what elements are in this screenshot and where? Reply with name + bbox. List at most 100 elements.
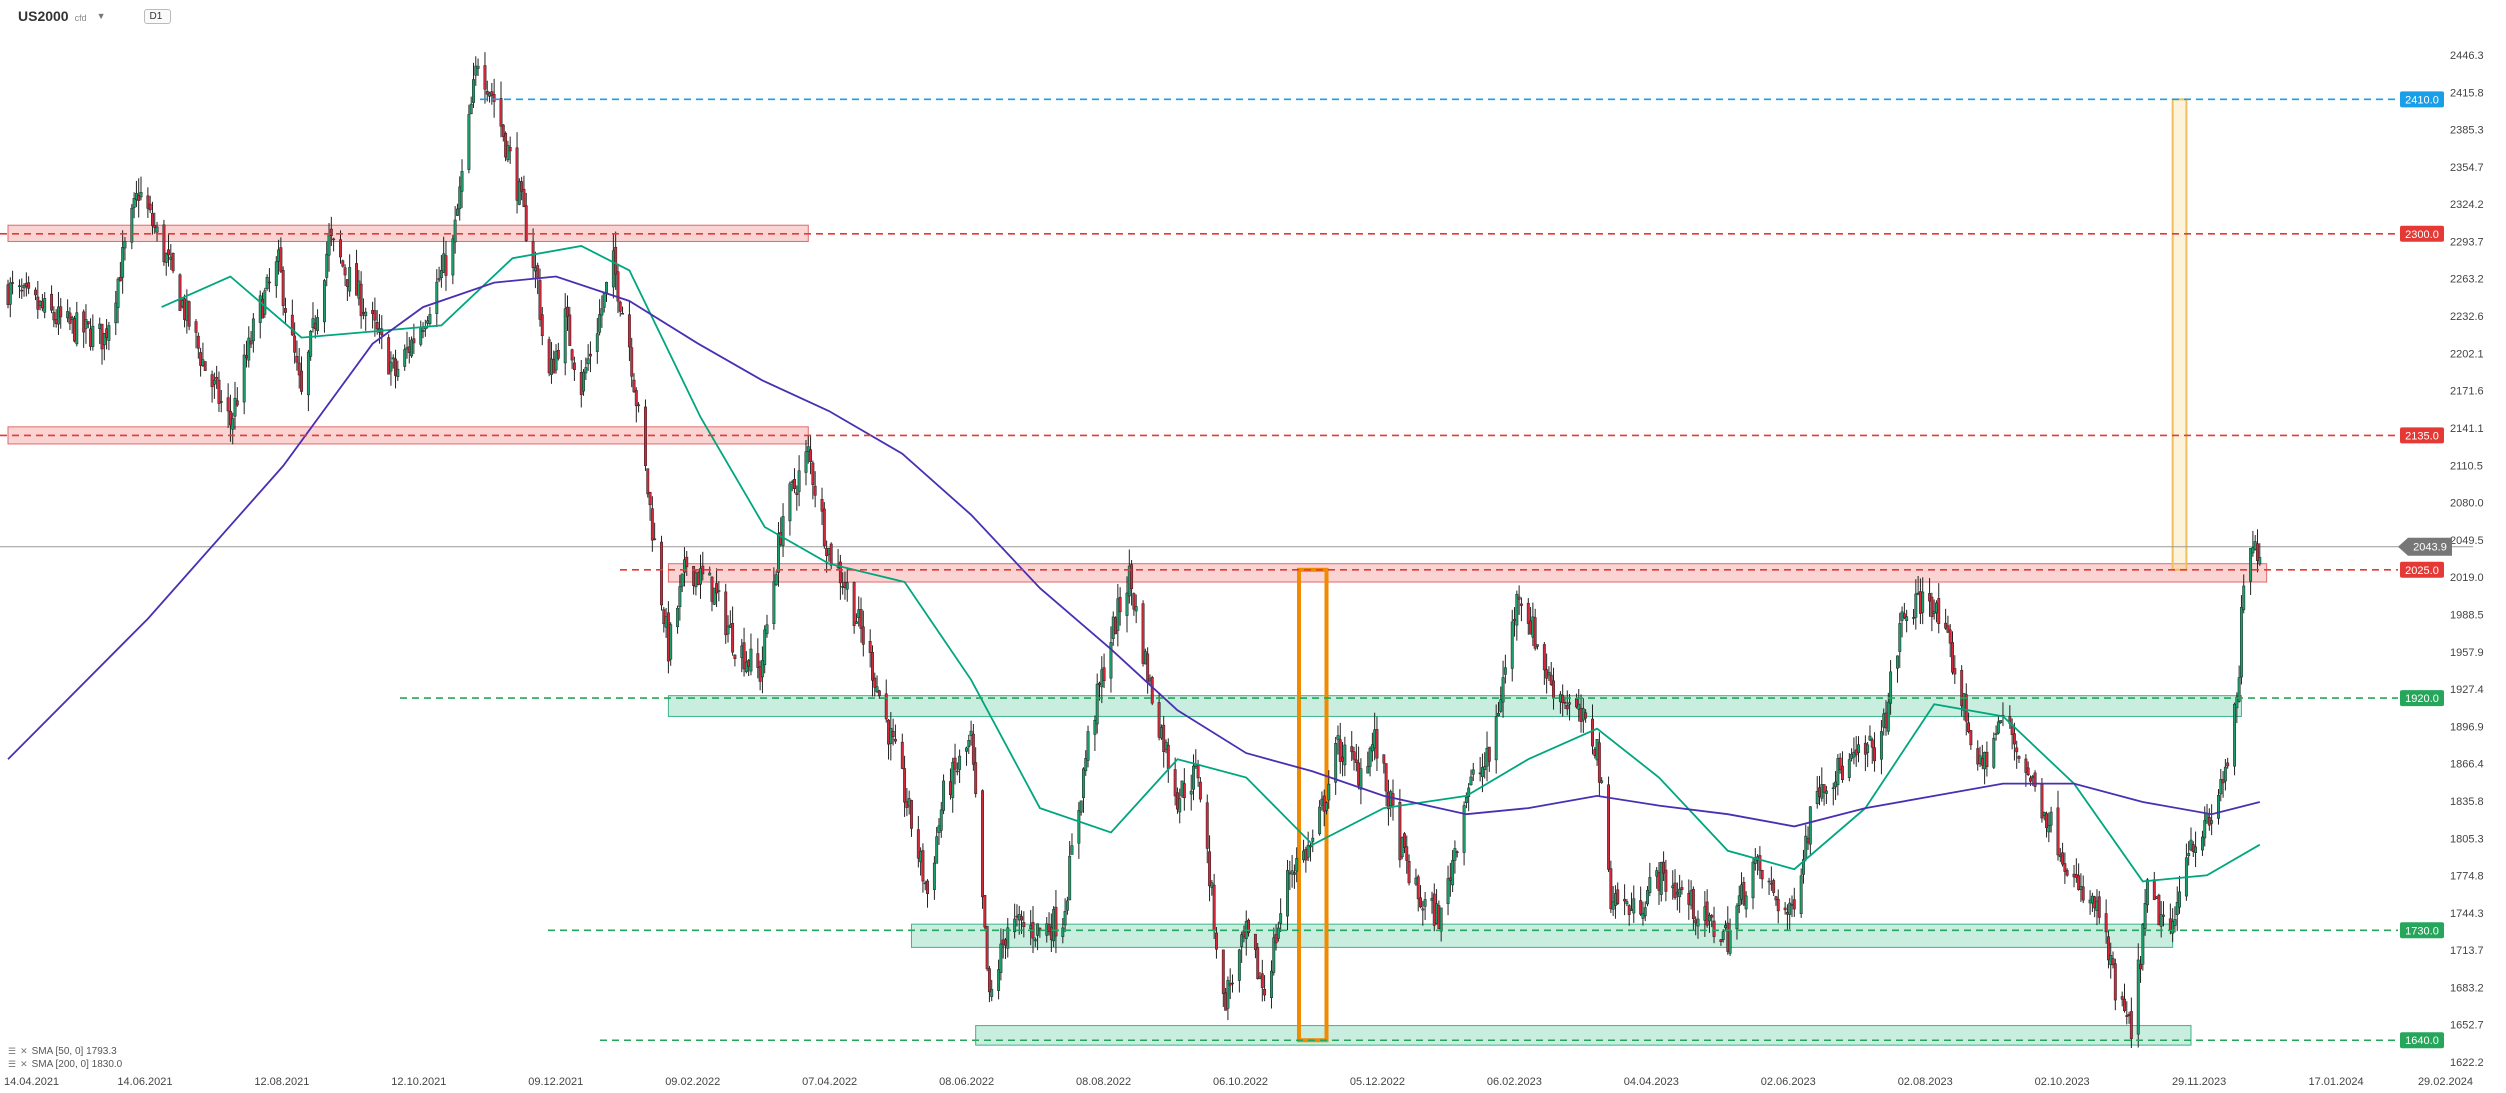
candle-body bbox=[1084, 758, 1088, 772]
candle-body bbox=[66, 311, 70, 319]
candle-body bbox=[2120, 996, 2124, 1000]
candle-body bbox=[1831, 787, 1835, 790]
candle-body bbox=[274, 261, 278, 286]
candle-body bbox=[1691, 888, 1695, 919]
candle-body bbox=[1673, 882, 1677, 898]
candle-body bbox=[1038, 927, 1042, 931]
candle-body bbox=[1882, 713, 1886, 728]
candle-body bbox=[1742, 882, 1746, 905]
sma50-line bbox=[161, 245, 2261, 883]
candle-body bbox=[1593, 749, 1597, 756]
candle-body bbox=[36, 296, 40, 310]
candle-body bbox=[923, 882, 927, 885]
candle-body bbox=[460, 171, 464, 192]
indicator-settings-icon[interactable]: ☰ bbox=[8, 1059, 17, 1069]
y-tick-label: 2141.1 bbox=[2450, 423, 2484, 435]
candle-body bbox=[696, 572, 700, 586]
level-label: 1640.0 bbox=[2405, 1035, 2439, 1047]
indicator-legend-sma50[interactable]: ☰ ✕ SMA [50, 0] 1793.3 bbox=[8, 1046, 117, 1057]
candle-body bbox=[974, 762, 978, 794]
candle-body bbox=[568, 314, 572, 346]
candle-body bbox=[1783, 907, 1787, 911]
candle-body bbox=[2217, 794, 2220, 819]
candle-body bbox=[1866, 744, 1870, 753]
candle-body bbox=[1467, 787, 1471, 797]
candle-body bbox=[520, 181, 524, 192]
candle-body bbox=[341, 260, 345, 267]
candle-body bbox=[1726, 922, 1730, 952]
candle-body bbox=[1292, 872, 1296, 875]
candle-body bbox=[2155, 896, 2159, 899]
chevron-down-icon[interactable]: ▼ bbox=[96, 11, 106, 21]
candle-body bbox=[2210, 820, 2214, 824]
candle-body bbox=[245, 355, 248, 359]
candle-body bbox=[1318, 806, 1322, 835]
y-tick-label: 1652.7 bbox=[2450, 1020, 2484, 1032]
candle-body bbox=[2090, 895, 2094, 904]
candle-body bbox=[1100, 669, 1104, 688]
candle-body bbox=[1728, 930, 1732, 954]
candle-body bbox=[1338, 739, 1342, 762]
support-zone bbox=[910, 923, 2174, 948]
candle-body bbox=[1386, 791, 1390, 810]
candle-body bbox=[588, 353, 592, 357]
candle-body bbox=[2162, 914, 2165, 917]
candle-body bbox=[1951, 642, 1954, 673]
y-tick-label: 2019.0 bbox=[2450, 572, 2484, 584]
candle-body bbox=[1304, 849, 1308, 861]
candle-body bbox=[1994, 733, 1998, 735]
x-tick-label: 29.11.2023 bbox=[2172, 1076, 2226, 1088]
candle-body bbox=[357, 280, 361, 299]
y-tick-label: 1835.8 bbox=[2450, 796, 2484, 808]
candle-body bbox=[171, 252, 175, 272]
candle-body bbox=[187, 301, 191, 327]
candle-body bbox=[1164, 741, 1168, 750]
candle-body bbox=[634, 390, 638, 407]
candle-body bbox=[965, 747, 968, 752]
candle-body bbox=[1724, 925, 1727, 928]
candle-body bbox=[632, 379, 636, 393]
close-icon[interactable]: ✕ bbox=[20, 1046, 28, 1056]
candle-body bbox=[1375, 729, 1379, 759]
indicator-legend-sma200[interactable]: ☰ ✕ SMA [200, 0] 1830.0 bbox=[8, 1059, 122, 1070]
candle-body bbox=[1616, 889, 1620, 904]
candle-body bbox=[1302, 850, 1306, 861]
candle-body bbox=[194, 321, 198, 333]
candle-body bbox=[1852, 751, 1856, 758]
candle-body bbox=[1070, 845, 1074, 855]
candle-body bbox=[1740, 884, 1743, 900]
candle-body bbox=[1996, 721, 2000, 734]
candle-body bbox=[1336, 735, 1340, 740]
candle-body bbox=[263, 290, 267, 315]
candle-body bbox=[146, 195, 150, 209]
candle-body bbox=[389, 361, 393, 372]
y-tick-label: 2171.6 bbox=[2450, 386, 2484, 398]
candle-body bbox=[1416, 876, 1420, 900]
close-icon[interactable]: ✕ bbox=[20, 1059, 28, 1069]
candle-body bbox=[1531, 616, 1535, 638]
candle-body bbox=[1020, 916, 1023, 921]
y-tick-label: 2080.0 bbox=[2450, 498, 2484, 510]
y-tick-label: 2202.1 bbox=[2450, 348, 2484, 360]
candle-body bbox=[618, 301, 622, 312]
symbol-name[interactable]: US2000 bbox=[18, 8, 69, 24]
candle-body bbox=[73, 318, 76, 342]
candle-body bbox=[1675, 892, 1679, 895]
candle-body bbox=[1719, 939, 1723, 942]
candle-body bbox=[1391, 793, 1395, 806]
candle-body bbox=[1978, 755, 1982, 764]
candle-body bbox=[1054, 906, 1058, 937]
timeframe-select[interactable]: D1 bbox=[143, 8, 172, 24]
candle-body bbox=[873, 677, 877, 688]
candle-body bbox=[2152, 879, 2156, 900]
candle-body bbox=[322, 280, 326, 323]
candle-body bbox=[1077, 810, 1081, 844]
candle-body bbox=[2189, 839, 2193, 851]
candle-body bbox=[70, 317, 74, 320]
y-tick-label: 1866.4 bbox=[2450, 759, 2484, 771]
candle-body bbox=[8, 282, 12, 305]
candle-body bbox=[1148, 678, 1152, 682]
indicator-settings-icon[interactable]: ☰ bbox=[8, 1046, 17, 1056]
candle-body bbox=[1497, 712, 1500, 717]
